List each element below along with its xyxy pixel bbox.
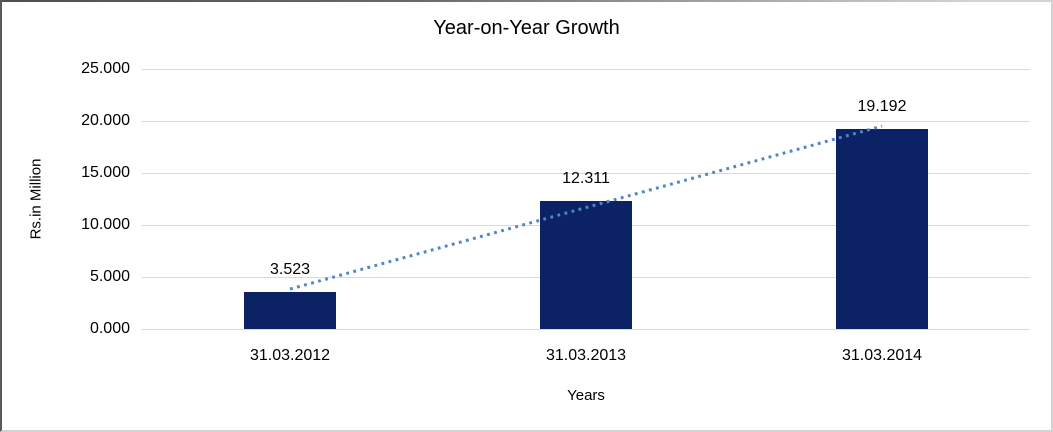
gridline: [142, 69, 1030, 70]
y-tick-label: 25.000: [81, 60, 130, 77]
gridline: [142, 329, 1030, 330]
bar-value-label: 19.192: [857, 98, 907, 116]
bar-value-label: 12.311: [562, 169, 610, 187]
y-tick-label: 0.000: [89, 320, 130, 337]
bar: [244, 292, 336, 329]
y-tick-label: 10.000: [81, 216, 130, 233]
x-tick-label: 31.03.2013: [545, 347, 627, 364]
gridline: [142, 121, 1030, 122]
x-axis-title: Years: [567, 387, 605, 404]
bar-value-label: 3.523: [269, 261, 311, 279]
y-tick-label: 15.000: [81, 164, 130, 181]
y-tick-label: 5.000: [89, 268, 130, 285]
bar: [540, 200, 632, 329]
chart-title: Year-on-Year Growth: [433, 17, 620, 39]
x-tick-label: 31.03.2012: [249, 347, 331, 364]
frame-top-border: [2, 0, 1051, 2]
x-tick-label: 31.03.2014: [841, 347, 923, 364]
bar: [836, 129, 928, 329]
y-tick-label: 20.000: [81, 112, 130, 129]
